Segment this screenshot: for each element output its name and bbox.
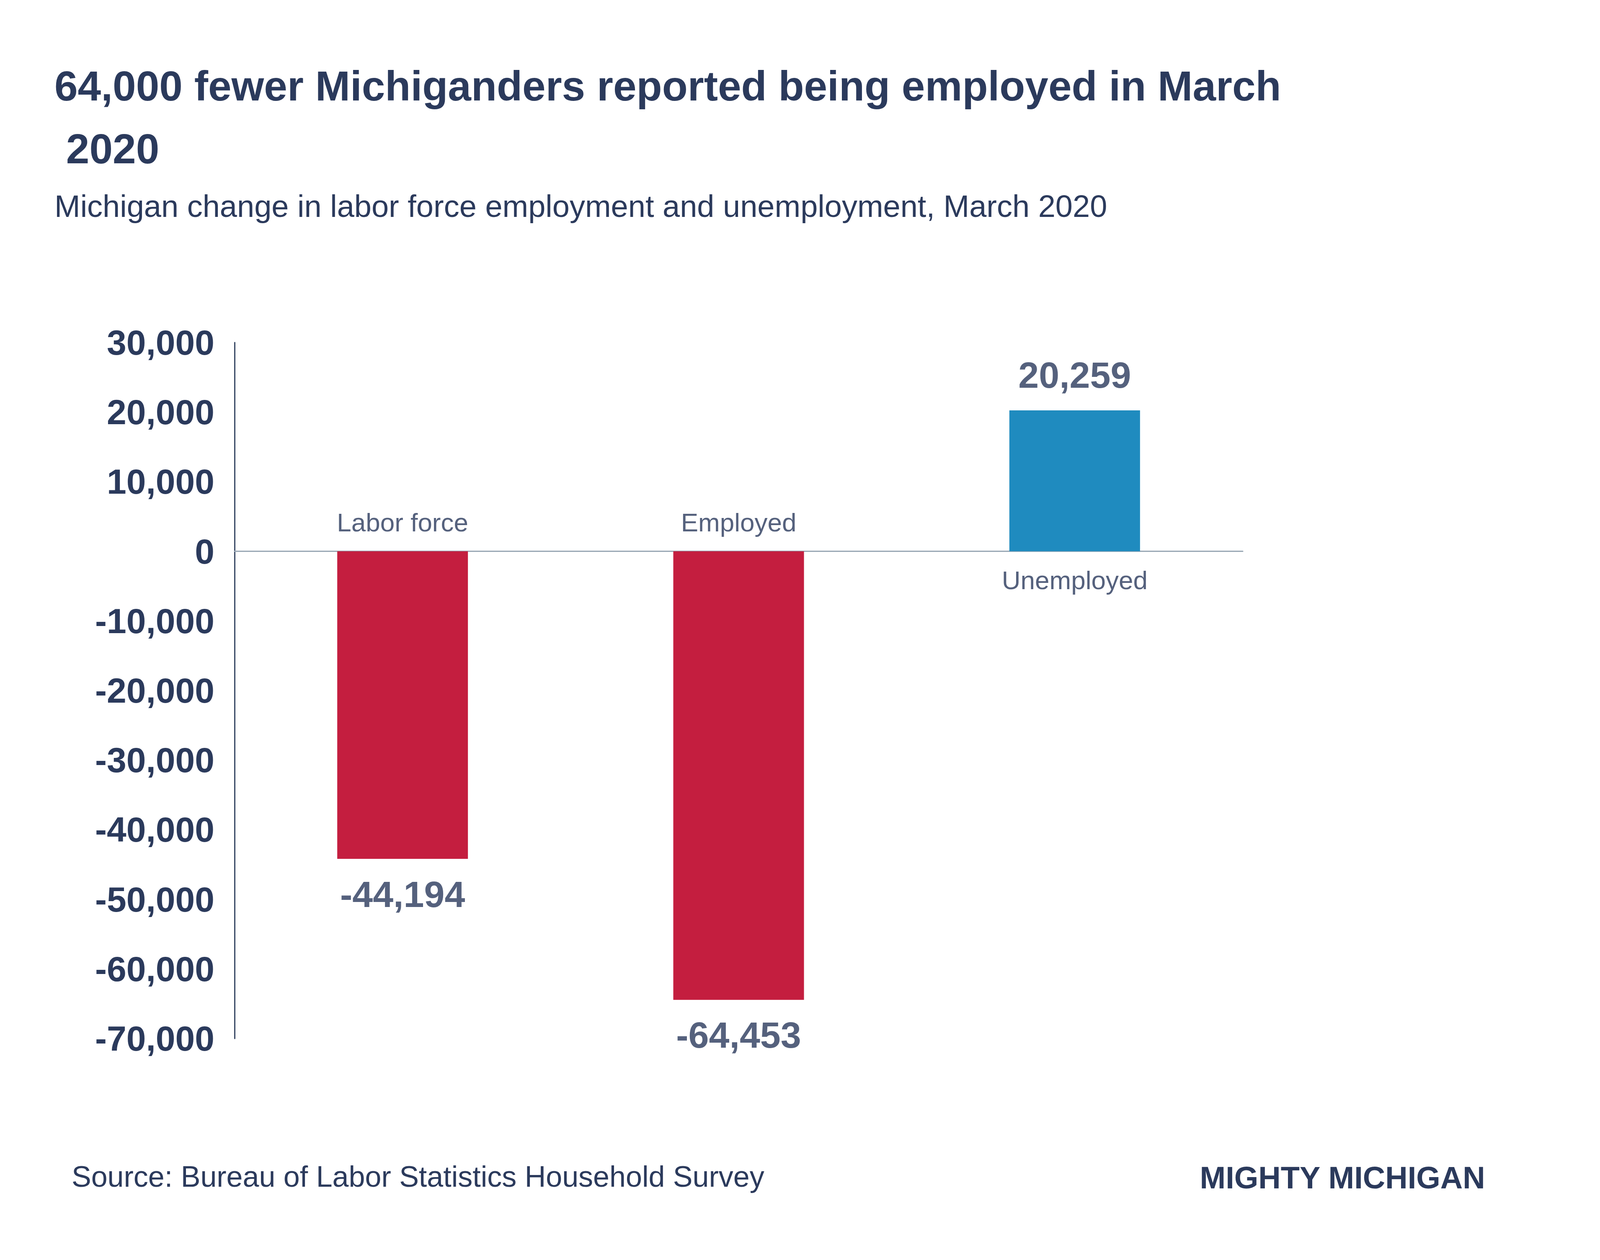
svg-text:Unemployed: Unemployed	[1001, 565, 1148, 595]
svg-text:MIGHTY MICHIGAN: MIGHTY MICHIGAN	[1200, 1160, 1486, 1196]
svg-text:Labor force: Labor force	[336, 508, 469, 537]
svg-text:-10,000: -10,000	[95, 601, 215, 641]
svg-text:-50,000: -50,000	[95, 880, 215, 920]
svg-text:64,000 fewer Michiganders repo: 64,000 fewer Michiganders reported being…	[54, 62, 1282, 110]
svg-text:-40,000: -40,000	[95, 810, 215, 850]
svg-text:20,000: 20,000	[106, 392, 215, 432]
svg-text:-70,000: -70,000	[95, 1019, 215, 1059]
svg-text:Michigan change in labor force: Michigan change in labor force employmen…	[54, 188, 1108, 224]
svg-text:0: 0	[194, 531, 215, 572]
svg-text:-20,000: -20,000	[95, 670, 215, 711]
svg-text:2020: 2020	[54, 125, 160, 173]
svg-text:-44,194: -44,194	[340, 873, 466, 916]
svg-text:20,259: 20,259	[1018, 354, 1131, 396]
svg-text:-30,000: -30,000	[95, 740, 215, 780]
svg-text:30,000: 30,000	[106, 322, 215, 363]
svg-text:Employed: Employed	[681, 508, 797, 537]
svg-text:-60,000: -60,000	[95, 949, 215, 989]
svg-text:10,000: 10,000	[106, 461, 215, 502]
svg-text:Source: Bureau of Labor Statis: Source: Bureau of Labor Statistics House…	[71, 1160, 765, 1194]
svg-text:-64,453: -64,453	[676, 1014, 801, 1056]
